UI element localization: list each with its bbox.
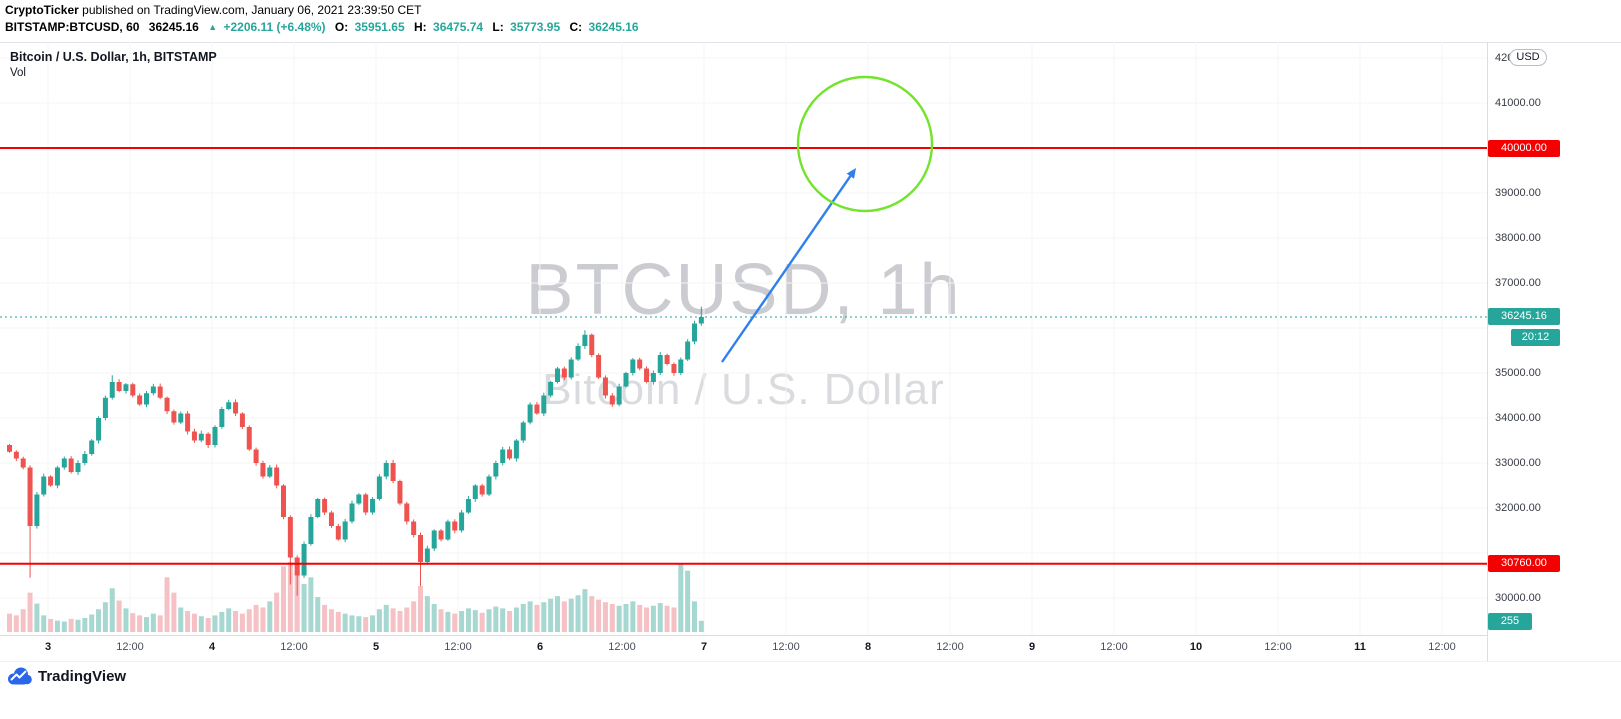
bar-countdown-label: 20:12 — [1511, 328, 1560, 346]
price-axis[interactable]: USD 42000.0041000.0039000.0038000.003700… — [1487, 42, 1621, 635]
time-tick-label: 12:00 — [1264, 641, 1292, 653]
publish-info-text: published on TradingView.com, January 06… — [78, 3, 422, 17]
close-label: C: — [569, 20, 583, 34]
open-value: 35951.65 — [354, 20, 405, 34]
time-tick-label: 12:00 — [444, 641, 472, 653]
chart-top-border — [0, 42, 1621, 43]
level-price-label-40000: 40000.00 — [1488, 139, 1560, 157]
volume-bars — [7, 562, 704, 632]
time-tick-label: 9 — [1028, 641, 1036, 653]
price-tick-label: 33000.00 — [1495, 457, 1541, 469]
chart-canvas[interactable]: BTCUSD, 1h Bitcoin / U.S. Dollar Bitcoin… — [0, 42, 1487, 635]
footer: TradingView — [6, 666, 126, 686]
symbol-name: BITSTAMP:BTCUSD, 60 — [5, 20, 140, 34]
time-tick-label: 12:00 — [1428, 641, 1456, 653]
close-value: 36245.16 — [588, 20, 639, 34]
price-axis-border — [1487, 42, 1488, 661]
time-tick-label: 10 — [1189, 641, 1203, 653]
trend-arrow-head — [846, 168, 856, 179]
time-tick-label: 12:00 — [772, 641, 800, 653]
time-tick-label: 8 — [864, 641, 872, 653]
currency-toggle-button[interactable]: USD — [1509, 49, 1547, 66]
chart-bottom-border — [0, 661, 1621, 662]
time-tick-label: 7 — [700, 641, 708, 653]
tradingview-logo[interactable] — [6, 666, 32, 686]
price-tick-label: 39000.00 — [1495, 187, 1541, 199]
last-price-label: 36245.16 — [1488, 308, 1560, 326]
time-tick-label: 12:00 — [936, 641, 964, 653]
publish-info: CryptoTicker published on TradingView.co… — [5, 3, 421, 17]
time-tick-label: 12:00 — [608, 641, 636, 653]
brand-name[interactable]: TradingView — [38, 667, 127, 685]
time-tick-label: 4 — [208, 641, 216, 653]
price-tick-label: 30000.00 — [1495, 592, 1541, 604]
time-tick-label: 12:00 — [116, 641, 144, 653]
target-circle-annotation — [796, 75, 934, 213]
price-tick-label: 37000.00 — [1495, 277, 1541, 289]
price-change: +2206.11 (+6.48%) — [223, 20, 326, 34]
last-price: 36245.16 — [148, 20, 199, 34]
time-tick-label: 5 — [372, 641, 380, 653]
publisher-name: CryptoTicker — [5, 3, 79, 17]
time-tick-label: 12:00 — [280, 641, 308, 653]
symbol-info-bar: BITSTAMP:BTCUSD, 60 36245.16 ▲ +2206.11 … — [5, 20, 639, 34]
time-tick-label: 6 — [536, 641, 544, 653]
time-tick-label: 11 — [1354, 641, 1366, 653]
price-tick-label: 34000.00 — [1495, 412, 1541, 424]
low-label: L: — [492, 20, 504, 34]
price-tick-label: 32000.00 — [1495, 502, 1541, 514]
trend-arrow — [721, 175, 852, 363]
time-tick-label: 12:00 — [1100, 641, 1128, 653]
low-value: 35773.95 — [510, 20, 561, 34]
up-arrow-icon: ▲ — [208, 22, 218, 32]
price-tick-label: 38000.00 — [1495, 232, 1541, 244]
level-price-label-30760: 30760.00 — [1488, 555, 1560, 573]
high-label: H: — [414, 20, 427, 34]
price-tick-label: 41000.00 — [1495, 97, 1541, 109]
price-plot[interactable] — [0, 42, 1487, 635]
candles — [7, 306, 704, 596]
volume-value-label: 255 — [1488, 612, 1532, 630]
time-tick-label: 3 — [44, 641, 52, 653]
high-value: 36475.74 — [433, 20, 484, 34]
price-tick-label: 35000.00 — [1495, 367, 1541, 379]
time-axis[interactable]: 3 12:00 4 12:00 5 12:00 6 12:00 7 12:00 8 12:00 9 12:… — [0, 635, 1487, 661]
open-label: O: — [334, 20, 349, 34]
